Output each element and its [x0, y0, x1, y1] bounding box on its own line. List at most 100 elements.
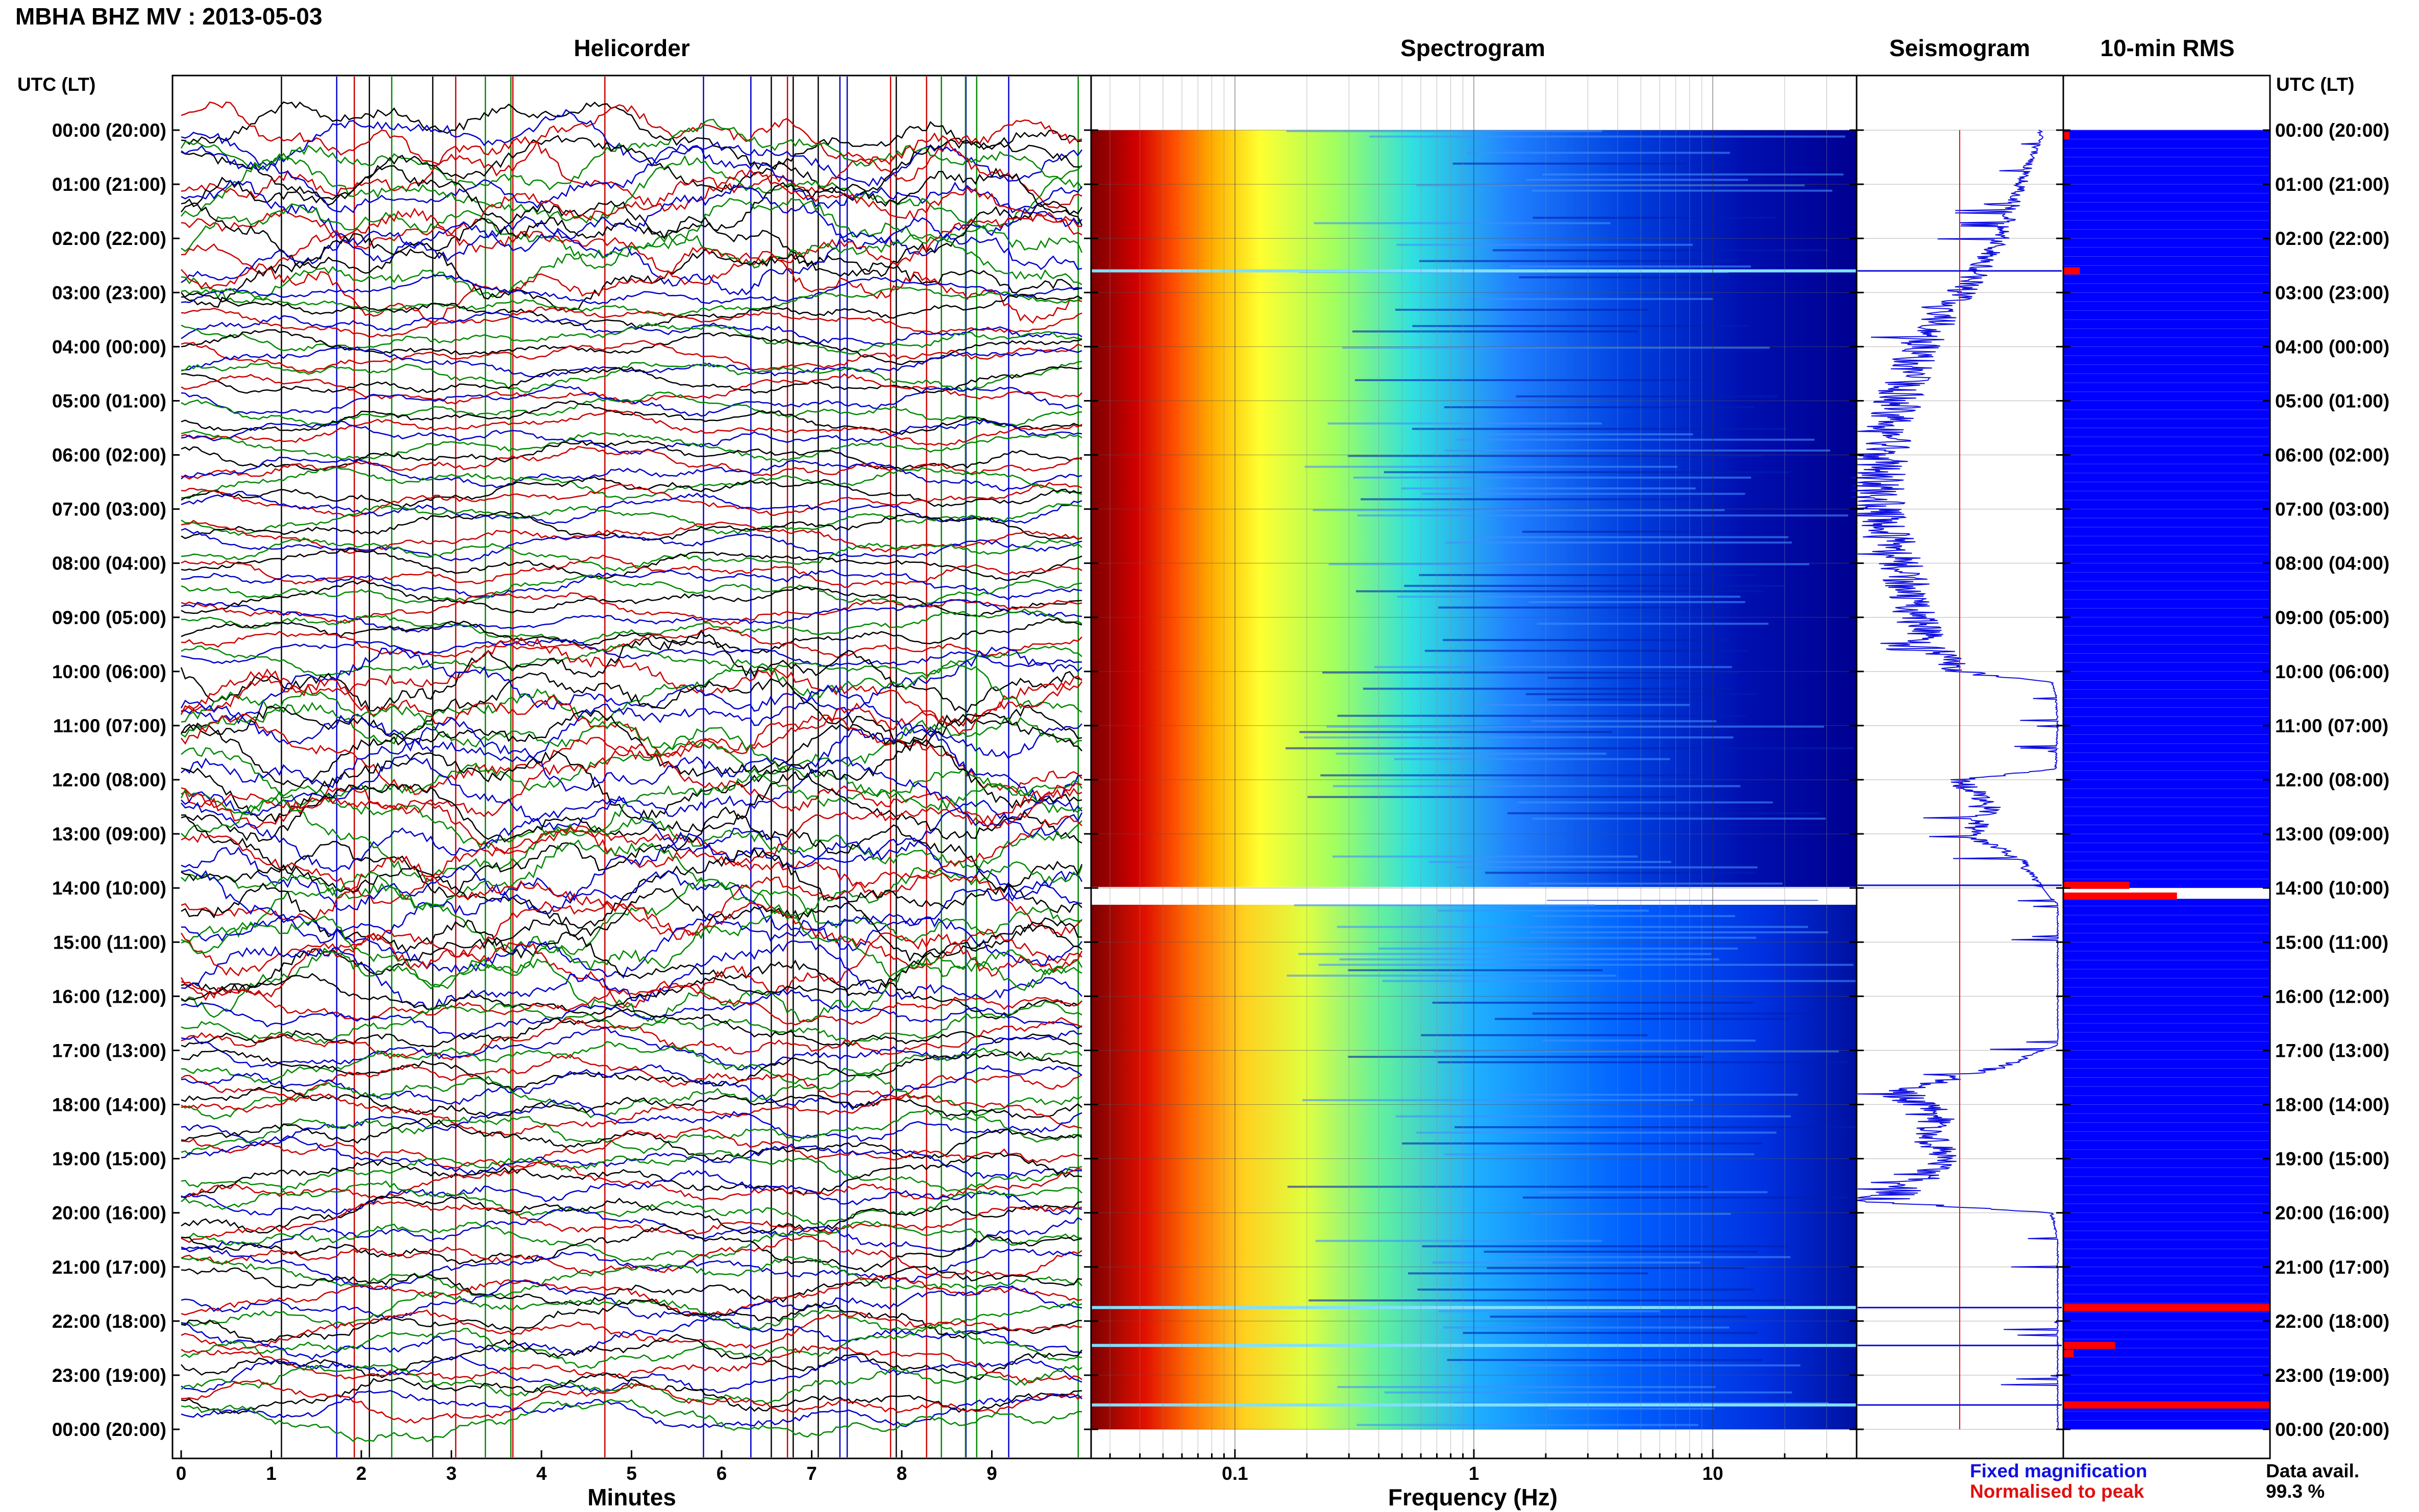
spectrogram-stripe — [1547, 1407, 1715, 1410]
spectrogram-stripe — [1492, 249, 1829, 252]
helicorder-trace — [181, 1364, 1082, 1405]
time-label-left: 08:00 (04:00) — [52, 553, 166, 574]
spectrogram-stripe — [1416, 1131, 1776, 1134]
spectrogram-stripe — [1469, 298, 1714, 300]
time-label-left: 14:00 (10:00) — [52, 878, 166, 899]
time-label-right: 01:00 (21:00) — [2275, 174, 2389, 195]
spectrogram-stripe — [1510, 265, 1751, 268]
time-label-right: 19:00 (15:00) — [2275, 1149, 2389, 1170]
spectrogram-stripe — [1302, 1099, 1694, 1101]
helicorder-trace — [181, 1136, 1082, 1179]
spectrogram-stripe — [1438, 1310, 1660, 1312]
time-label-right: 23:00 (19:00) — [2275, 1365, 2389, 1386]
spectrogram-title: Spectrogram — [1400, 35, 1545, 61]
helicorder-trace — [181, 207, 1082, 285]
time-label-left: 05:00 (01:00) — [52, 390, 166, 411]
helicorder-trace — [181, 1161, 1082, 1201]
time-label-right: 06:00 (02:00) — [2275, 445, 2389, 466]
helicorder-trace — [181, 490, 1082, 525]
spectrogram-stripe — [1286, 747, 1854, 750]
spectrogram-stripe — [1477, 704, 1690, 706]
spectrogram-stripe — [1531, 1212, 1731, 1215]
helicorder-trace — [181, 217, 1082, 295]
spectrogram-stripe — [1424, 650, 1747, 652]
time-label-left: 07:00 (03:00) — [52, 499, 166, 520]
time-label-left: 13:00 (09:00) — [52, 824, 166, 845]
helicorder-trace — [181, 783, 1082, 866]
spectrogram-stripe — [1385, 1391, 1792, 1394]
helicorder-trace — [181, 246, 1082, 324]
helicorder-trace — [181, 456, 1082, 492]
time-label-right: 10:00 (06:00) — [2275, 661, 2389, 682]
helicorder-trace — [181, 647, 1082, 725]
time-label-left: 18:00 (14:00) — [52, 1095, 166, 1116]
spectrogram-stripe — [1526, 179, 1748, 181]
spectrogram-stripe — [1315, 1240, 1602, 1242]
time-label-right: 09:00 (05:00) — [2275, 607, 2389, 628]
time-label-left: 23:00 (19:00) — [52, 1365, 166, 1386]
spectrogram-stripe — [1299, 731, 1612, 733]
spectrogram-stripe — [1412, 325, 1748, 327]
spectrogram-stripe — [1287, 1185, 1708, 1188]
helicorder-trace — [181, 627, 1082, 658]
helicorder-trace — [181, 1345, 1082, 1383]
time-label-left: 17:00 (13:00) — [52, 1040, 166, 1061]
helicorder-trace — [181, 1309, 1082, 1351]
spectrogram-stripe — [1352, 330, 1638, 333]
helicorder-xtick-label: 3 — [446, 1463, 457, 1484]
spectrogram-stripe — [1490, 1316, 1747, 1318]
helicorder-trace — [181, 1093, 1082, 1137]
spectrogram-stripe — [1328, 563, 1810, 565]
helicorder-trace — [181, 872, 1082, 955]
time-label-right: 22:00 (18:00) — [2275, 1311, 2389, 1332]
spectrogram-stripe — [1298, 953, 1712, 955]
spectrogram-stripe — [1396, 243, 1693, 246]
time-label-left: 22:00 (18:00) — [52, 1311, 166, 1332]
helicorder-trace — [181, 409, 1082, 446]
helicorder-trace — [181, 1054, 1082, 1099]
helicorder-trace — [181, 1084, 1082, 1120]
spectrogram-stripe — [1304, 736, 1734, 739]
helicorder-trace — [181, 1195, 1082, 1234]
spectrogram-stripe — [1438, 606, 1732, 609]
spectrogram-stripe — [1533, 216, 1776, 219]
helicorder-trace — [181, 1265, 1082, 1306]
helicorder-trace — [181, 306, 1082, 338]
spectrogram-stripe — [1454, 1126, 1856, 1128]
helicorder-trace — [181, 482, 1082, 517]
spectrogram-stripe — [1434, 1050, 1839, 1053]
rms-panel — [2062, 75, 2271, 1459]
helicorder-trace — [181, 1152, 1082, 1199]
helicorder-xlabel: Minutes — [587, 1484, 676, 1510]
spectrogram-stripe — [1473, 536, 1789, 538]
helicorder-trace — [181, 1150, 1082, 1192]
spectrogram-stripe — [1533, 915, 1735, 918]
spectrogram-stripe — [1404, 585, 1785, 587]
helicorder-trace — [181, 592, 1082, 626]
helicorder-trace — [181, 153, 1082, 230]
helicorder-trace — [181, 286, 1082, 317]
spectrogram-stripe — [1382, 980, 1856, 982]
rms-bar — [2063, 1401, 2270, 1409]
helicorder-trace — [181, 361, 1082, 393]
helicorder-trace — [181, 1246, 1082, 1290]
helicorder-trace — [181, 346, 1082, 378]
spectrogram-stripe — [1507, 812, 1821, 814]
helicorder-trace — [181, 101, 1082, 170]
time-label-left: 21:00 (17:00) — [52, 1257, 166, 1278]
spectrogram-stripe — [1332, 855, 1638, 858]
helicorder-trace — [180, 630, 1082, 713]
helicorder-trace — [181, 366, 1082, 394]
rms-title: 10-min RMS — [2100, 35, 2234, 61]
spectrogram-stripe — [1452, 162, 1687, 165]
time-label-left: 20:00 (16:00) — [52, 1203, 166, 1224]
helicorder-xtick-label: 6 — [717, 1463, 727, 1484]
helicorder-trace — [181, 913, 1082, 979]
spectrogram-stripe — [1537, 623, 1769, 625]
helicorder-trace — [181, 690, 1082, 777]
rms-bar — [2063, 1342, 2115, 1349]
helicorder-trace — [181, 143, 1083, 214]
helicorder-trace — [181, 1099, 1082, 1147]
helicorder-trace — [181, 445, 1082, 480]
